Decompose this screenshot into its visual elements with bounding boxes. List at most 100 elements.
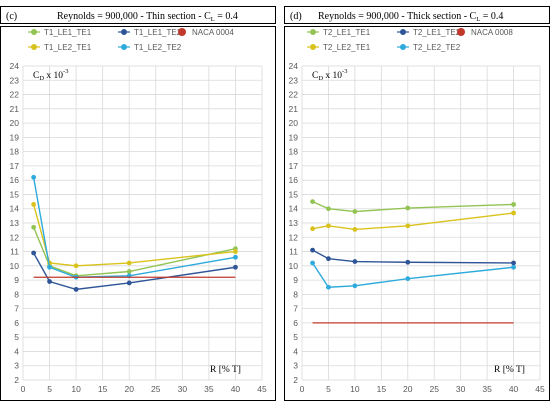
data-point	[405, 276, 411, 282]
y-tick-label: 23	[10, 75, 20, 85]
legend-label: T2_LE2_TE2	[413, 43, 461, 52]
legend-marker	[178, 28, 186, 36]
y-tick-label: 21	[289, 104, 299, 114]
y-tick-label: 20	[10, 118, 20, 128]
panel-letter: (d)	[290, 11, 302, 22]
x-tick-label: 35	[204, 384, 214, 394]
y-tick-label: 18	[10, 147, 20, 157]
data-point	[31, 224, 37, 230]
y-tick-label: 22	[289, 90, 299, 100]
series-line	[312, 200, 514, 213]
x-tick-labels: 0 5 10 15 20 25 30 35 40 45	[300, 384, 545, 394]
y-tick-label: 4	[293, 346, 298, 356]
data-point	[326, 206, 331, 212]
y-tick-label: 24	[289, 61, 299, 71]
legend-marker	[310, 29, 316, 35]
y-tick-label: 8	[14, 289, 19, 299]
data-point	[511, 260, 516, 266]
y-tick-label: 16	[10, 175, 20, 185]
y-tick-label: 9	[293, 275, 298, 285]
x-axis-label: R [% T]	[210, 365, 241, 375]
data-point	[352, 283, 358, 289]
x-tick-label: 25	[429, 384, 439, 394]
data-point	[233, 249, 238, 254]
y-tick-label: 23	[289, 75, 299, 85]
title-box	[0, 6, 276, 24]
y-axis-label-exp: -3	[342, 68, 347, 75]
x-tick-labels: 0 5 10 15 20 25 30 35 40 45	[21, 384, 267, 394]
grid	[301, 65, 541, 381]
x-tick-label: 10	[350, 384, 360, 394]
data-point	[126, 280, 132, 286]
data-point	[352, 227, 358, 232]
y-tick-label: 12	[289, 232, 299, 242]
x-tick-label: 30	[456, 384, 466, 394]
y-tick-label: 3	[14, 361, 19, 371]
y-axis-label-exp: -3	[63, 68, 68, 75]
y-tick-label: 21	[10, 104, 20, 114]
series-line	[312, 249, 514, 264]
data-point	[233, 264, 238, 270]
y-tick-label: 4	[14, 346, 19, 356]
x-tick-label: 5	[326, 384, 331, 394]
data-point	[47, 279, 52, 284]
legend: T1_LE1_TE1 T1_LE1_TE2 T1_LE2_TE1 T1_LE2_TE2…	[28, 28, 234, 52]
y-tick-label: 2	[293, 375, 298, 385]
data-point	[31, 250, 37, 256]
x-tick-label: 0	[21, 384, 26, 394]
x-tick-label: 15	[377, 384, 387, 394]
data-point	[511, 264, 516, 270]
y-tick-label: 22	[10, 90, 20, 100]
x-tick-label: 20	[124, 384, 134, 394]
panel-c: (c) Reynolds = 900,000 - Thin section - …	[0, 6, 276, 401]
data-point	[233, 254, 238, 260]
x-tick-label: 45	[535, 384, 545, 394]
series-group	[310, 199, 516, 324]
y-tick-label: 9	[14, 275, 19, 285]
panel-frame	[0, 26, 276, 401]
y-axis-label: CD x 10-3	[312, 68, 347, 82]
y-axis-label-sub: D	[318, 75, 323, 82]
legend-label: T2_LE1_TE2	[413, 28, 461, 37]
y-axis-label-main: C	[312, 71, 318, 81]
legend-marker	[121, 29, 127, 35]
data-point	[31, 202, 37, 207]
data-point	[326, 284, 331, 290]
legend-marker	[31, 29, 37, 35]
x-axis-label: R [% T]	[494, 365, 525, 375]
legend-marker	[400, 29, 406, 35]
grid	[22, 65, 263, 381]
y-tick-label: 15	[10, 189, 20, 199]
chart-title-sub: L	[211, 16, 215, 23]
legend-label: NACA 0004	[192, 28, 234, 37]
y-tick-label: 5	[293, 332, 298, 342]
x-tick-label: 15	[98, 384, 108, 394]
y-tick-label: 11	[10, 247, 19, 257]
y-tick-label: 13	[10, 218, 20, 228]
y-tick-label: 2	[14, 375, 19, 385]
y-tick-label: 3	[293, 361, 298, 371]
chart-title-main: Reynolds = 900,000 - Thin section - C	[57, 11, 211, 22]
chart-title-tail: = 0.4	[215, 11, 238, 22]
x-tick-label: 0	[300, 384, 305, 394]
legend: T2_LE1_TE1 T2_LE1_TE2 T2_LE2_TE1 T2_LE2_TE2…	[307, 28, 513, 52]
data-point	[310, 260, 315, 266]
data-point	[126, 269, 132, 274]
data-point	[326, 223, 331, 229]
data-point	[511, 210, 516, 216]
y-tick-label: 16	[289, 175, 299, 185]
y-tick-label: 17	[289, 161, 299, 171]
chart-title: Reynolds = 900,000 - Thin section - CL =…	[57, 11, 238, 23]
y-tick-label: 14	[10, 204, 20, 214]
y-tick-label: 11	[289, 247, 298, 257]
legend-marker	[31, 44, 37, 50]
legend-label: T2_LE1_TE1	[323, 28, 371, 37]
data-point	[352, 209, 358, 214]
data-point	[326, 256, 331, 262]
panel-letter: (c)	[6, 11, 17, 22]
y-tick-label: 14	[289, 204, 299, 214]
y-tick-label: 8	[293, 289, 298, 299]
y-axis-label-tail: x 10	[44, 71, 63, 81]
y-axis-label-tail: x 10	[323, 71, 342, 81]
data-point	[73, 286, 79, 292]
